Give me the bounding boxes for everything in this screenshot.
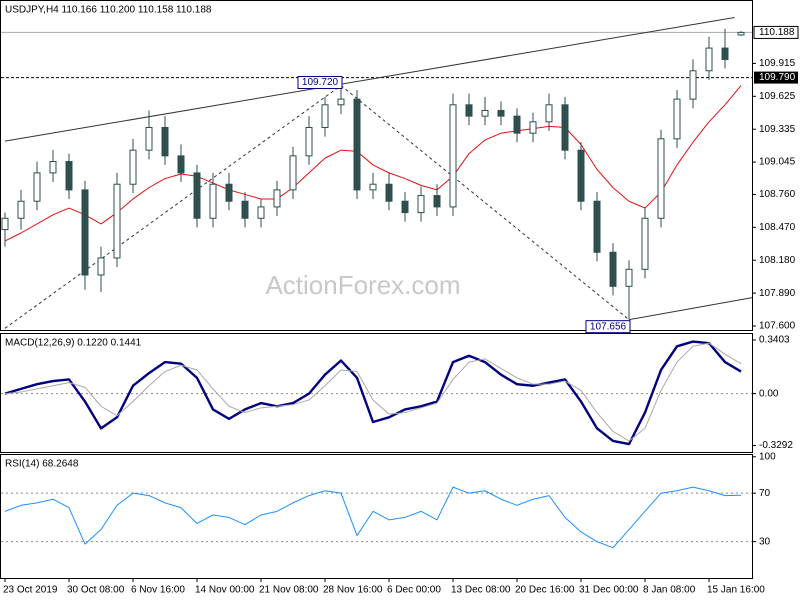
candle-body <box>353 98 361 191</box>
candle-body <box>657 138 665 219</box>
y-tick-label: -0.3292 <box>759 440 793 451</box>
candle-body <box>49 161 57 174</box>
y-tick-label: 109.915 <box>759 58 796 69</box>
candle-body <box>225 183 233 202</box>
candle-body <box>689 70 697 100</box>
candle-body <box>369 183 377 191</box>
y-tick-label: 0.3403 <box>759 335 790 346</box>
y-tick-label: 100 <box>759 451 776 462</box>
y-tick-label: 30 <box>759 536 771 547</box>
rsi-panel <box>0 454 753 579</box>
candle-body <box>81 189 89 276</box>
candle-body <box>545 104 553 123</box>
candle-body <box>497 109 505 117</box>
candle-body <box>401 200 409 214</box>
y-tick-label: 0.00 <box>759 388 779 399</box>
x-tick-label: 14 Nov 00:00 <box>195 585 255 596</box>
candle-body <box>129 149 137 185</box>
y-tick-label: 107.600 <box>759 321 796 332</box>
trendline <box>4 16 735 142</box>
candle-body <box>641 217 649 270</box>
level-box <box>754 71 798 84</box>
candle-body <box>1 217 9 231</box>
y-tick-label: 70 <box>759 488 771 499</box>
x-tick-label: 20 Dec 16:00 <box>515 585 575 596</box>
candle-body <box>289 155 297 191</box>
candle-body <box>513 115 521 134</box>
candle-body <box>177 155 185 174</box>
candle-body <box>417 195 425 214</box>
candle-body <box>193 172 201 219</box>
candle-body <box>273 189 281 208</box>
candle-body <box>609 251 617 287</box>
candle-body <box>481 109 489 117</box>
price-panel <box>0 0 753 331</box>
candle-body <box>449 104 457 208</box>
candle-body <box>97 257 105 276</box>
candle-body <box>577 149 585 202</box>
panel-title: MACD(12,26,9) 0.1220 0.1441 <box>5 338 142 349</box>
trendline <box>340 85 630 321</box>
candle-body <box>33 172 41 202</box>
candle-body <box>705 47 713 72</box>
candle-body <box>721 47 729 60</box>
x-tick-label: 30 Oct 08:00 <box>67 585 125 596</box>
x-tick-label: 8 Jan 08:00 <box>643 585 696 596</box>
y-tick-label: 109.625 <box>759 91 796 102</box>
y-tick-label: 109.045 <box>759 157 796 168</box>
indicator-line <box>4 342 742 442</box>
trendline <box>628 297 753 321</box>
x-tick-label: 23 Oct 2019 <box>3 585 58 596</box>
candle-body <box>433 195 441 208</box>
y-tick-label: 107.890 <box>759 288 796 299</box>
panel-title: USDJPY,H4 110.166 110.200 110.158 110.18… <box>5 5 212 16</box>
candle-body <box>529 121 537 134</box>
annotation-box <box>297 76 343 90</box>
last-price-label: 110.188 <box>759 27 795 38</box>
x-tick-label: 6 Dec 00:00 <box>387 585 441 596</box>
candle-body <box>145 126 153 151</box>
indicator-line <box>4 85 742 242</box>
watermark: ActionForex.com <box>265 270 460 300</box>
x-tick-label: 21 Nov 08:00 <box>259 585 319 596</box>
x-tick-label: 28 Nov 16:00 <box>323 585 383 596</box>
x-tick-label: 31 Dec 00:00 <box>579 585 639 596</box>
candle-body <box>305 126 313 157</box>
level-label: 109.790 <box>759 72 796 83</box>
candle-body <box>113 183 121 259</box>
panel-title: RSI(14) 68.2648 <box>5 459 79 470</box>
y-tick-label: 108.470 <box>759 222 796 233</box>
candle-body <box>257 206 265 219</box>
indicator-line <box>4 340 742 446</box>
x-tick-label: 6 Nov 16:00 <box>131 585 185 596</box>
x-tick-label: 15 Jan 16:00 <box>707 585 765 596</box>
annotation-label: 109.720 <box>302 77 339 88</box>
annotation-label: 107.656 <box>590 321 627 332</box>
macd-panel <box>0 333 753 453</box>
candle-body <box>65 161 73 191</box>
candle-body <box>241 200 249 219</box>
candle-body <box>673 98 681 140</box>
candle-body <box>561 104 569 151</box>
candle-body <box>321 104 329 128</box>
y-tick-label: 109.335 <box>759 124 796 135</box>
indicator-line <box>4 486 742 549</box>
y-tick-label: 108.760 <box>759 189 796 200</box>
candle-body <box>593 200 601 253</box>
candle-body <box>17 200 25 219</box>
candle-body <box>385 183 393 202</box>
x-tick-label: 13 Dec 08:00 <box>451 585 511 596</box>
candle-body <box>737 31 745 36</box>
candle-body <box>337 98 345 106</box>
candle-body <box>625 268 633 287</box>
last-price-box <box>753 25 799 39</box>
candle-body <box>209 183 217 219</box>
candle-body <box>465 104 473 117</box>
candle-body <box>161 126 169 157</box>
annotation-box <box>585 320 631 334</box>
y-tick-label: 108.180 <box>759 255 796 266</box>
